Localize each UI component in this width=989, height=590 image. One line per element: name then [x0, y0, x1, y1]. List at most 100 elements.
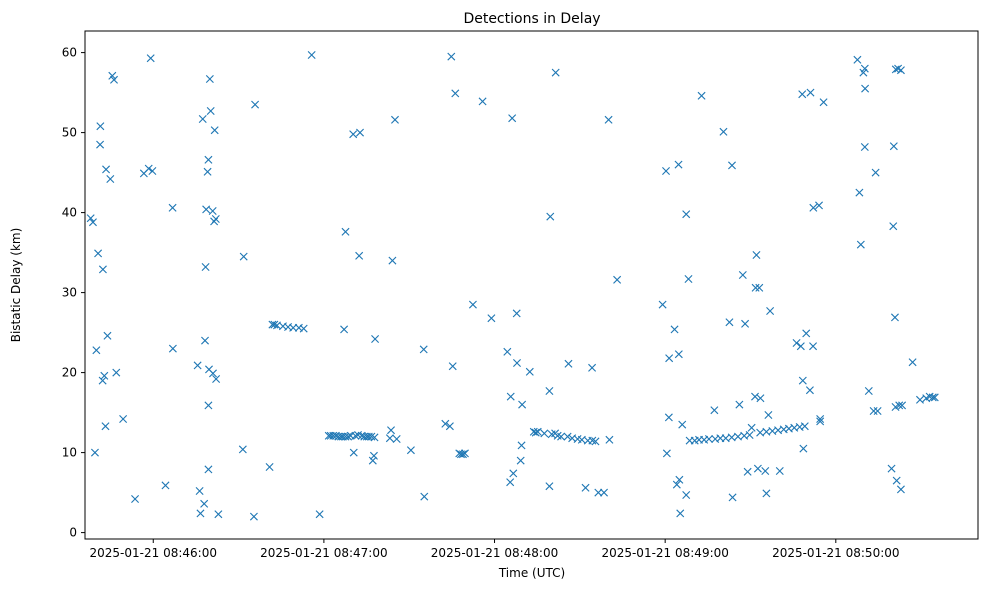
data-point: [531, 428, 540, 437]
y-tick-label: 10: [62, 446, 77, 460]
data-point: [664, 413, 673, 422]
data-point: [214, 510, 223, 519]
data-point: [798, 376, 807, 385]
data-point: [860, 64, 869, 73]
data-point: [802, 329, 811, 338]
data-point: [743, 467, 752, 476]
data-point: [96, 140, 105, 149]
data-point: [419, 345, 428, 354]
data-point: [725, 318, 734, 327]
data-point: [101, 422, 110, 431]
data-point: [819, 98, 828, 107]
data-point: [745, 431, 754, 439]
data-point: [351, 431, 360, 440]
plot-frame: [84, 30, 979, 540]
data-point: [613, 275, 622, 284]
data-point: [385, 434, 394, 443]
data-point: [864, 387, 873, 395]
data-point: [518, 400, 527, 409]
data-point: [315, 510, 324, 519]
data-point: [202, 205, 211, 214]
data-point: [168, 203, 177, 212]
data-point: [146, 54, 155, 63]
data-point: [238, 445, 247, 454]
x-tick-label: 2025-01-21 08:46:00: [90, 546, 217, 560]
data-point: [195, 487, 204, 495]
data-point: [728, 493, 737, 502]
data-point: [204, 401, 213, 410]
y-tick-label: 40: [62, 206, 77, 220]
data-point: [887, 464, 896, 473]
data-point: [106, 175, 115, 183]
data-point: [672, 480, 681, 489]
data-point: [98, 265, 107, 274]
data-point: [392, 435, 401, 443]
data-point: [895, 401, 904, 410]
data-point: [915, 395, 924, 404]
data-point: [816, 417, 825, 426]
data-point: [103, 331, 112, 340]
data-point: [605, 435, 614, 444]
data-point: [930, 393, 939, 402]
data-point: [533, 427, 542, 436]
data-point: [799, 444, 808, 453]
data-point: [201, 336, 210, 345]
data-point: [387, 426, 395, 435]
data-point: [665, 354, 674, 363]
data-point: [741, 319, 750, 328]
data-point: [102, 165, 111, 174]
data-point: [307, 51, 316, 59]
data-point: [208, 369, 217, 378]
data-point: [861, 84, 870, 93]
y-tick-label: 60: [62, 46, 77, 60]
data-point: [588, 363, 597, 372]
data-point: [355, 251, 364, 260]
data-point: [478, 97, 487, 106]
data-point: [148, 167, 157, 175]
data-point: [800, 422, 809, 431]
data-point: [682, 210, 691, 219]
data-point: [670, 325, 679, 334]
x-axis: 2025-01-21 08:46:00 2025-01-21 08:47:00 20…: [90, 539, 900, 560]
data-point: [98, 376, 107, 385]
data-point: [675, 475, 684, 484]
data-point: [869, 407, 878, 415]
data-point: [212, 375, 221, 383]
data-point: [161, 481, 170, 490]
x-tick-label: 2025-01-21 08:49:00: [601, 546, 728, 560]
data-point: [445, 422, 454, 431]
data-point: [860, 143, 869, 151]
data-point: [809, 342, 818, 351]
data-point: [204, 465, 213, 474]
data-point: [728, 161, 736, 170]
data-point: [206, 107, 215, 115]
data-point: [391, 115, 399, 124]
data-point: [96, 122, 105, 131]
data-point: [674, 350, 683, 359]
data-point: [546, 212, 555, 221]
data-point: [508, 114, 517, 123]
x-tick-label: 2025-01-21 08:47:00: [260, 546, 387, 560]
data-point: [108, 71, 117, 80]
data-point: [88, 218, 97, 227]
data-point: [892, 476, 901, 485]
data-point: [545, 482, 554, 491]
data-point: [719, 127, 728, 136]
data-point: [855, 188, 864, 197]
data-point: [588, 436, 597, 445]
data-point: [349, 130, 358, 139]
data-point: [738, 271, 747, 279]
data-point: [557, 432, 566, 441]
data-point: [581, 483, 590, 492]
y-tick-label: 0: [69, 526, 77, 540]
x-tick-label: 2025-01-21 08:50:00: [772, 546, 899, 560]
data-point: [506, 478, 515, 487]
data-point: [204, 155, 213, 164]
data-point: [756, 394, 765, 403]
data-point: [203, 167, 212, 176]
data-point: [890, 313, 899, 322]
data-point: [112, 368, 121, 377]
data-point: [289, 323, 298, 332]
data-point: [889, 222, 898, 231]
data-point: [249, 512, 258, 521]
